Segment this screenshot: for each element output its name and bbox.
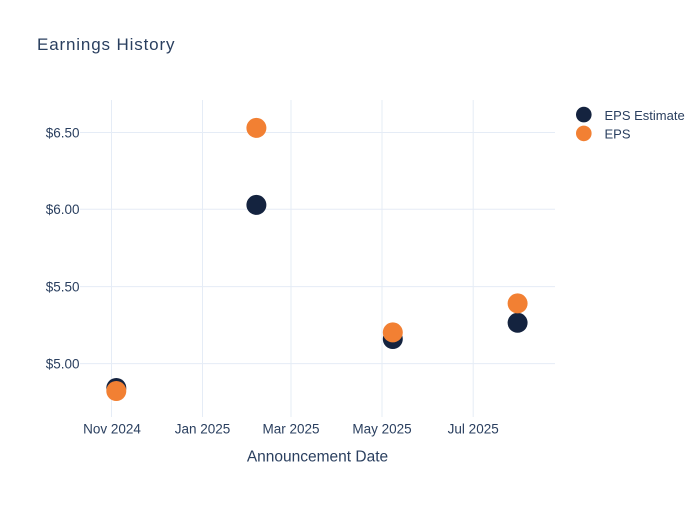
svg-text:Announcement Date: Announcement Date — [247, 449, 388, 466]
svg-text:$6.50: $6.50 — [46, 125, 80, 140]
svg-text:Jan 2025: Jan 2025 — [175, 422, 231, 437]
svg-text:May 2025: May 2025 — [352, 422, 411, 437]
svg-text:EPS Estimate: EPS Estimate — [605, 108, 685, 123]
svg-text:Jul 2025: Jul 2025 — [448, 422, 499, 437]
svg-text:$5.00: $5.00 — [46, 356, 80, 371]
svg-text:Nov 2024: Nov 2024 — [83, 422, 141, 437]
svg-text:$5.50: $5.50 — [46, 279, 80, 294]
svg-text:Mar 2025: Mar 2025 — [262, 422, 319, 437]
svg-text:$6.00: $6.00 — [46, 202, 80, 217]
svg-text:Earnings History: Earnings History — [37, 35, 175, 54]
svg-text:EPS: EPS — [605, 127, 631, 142]
